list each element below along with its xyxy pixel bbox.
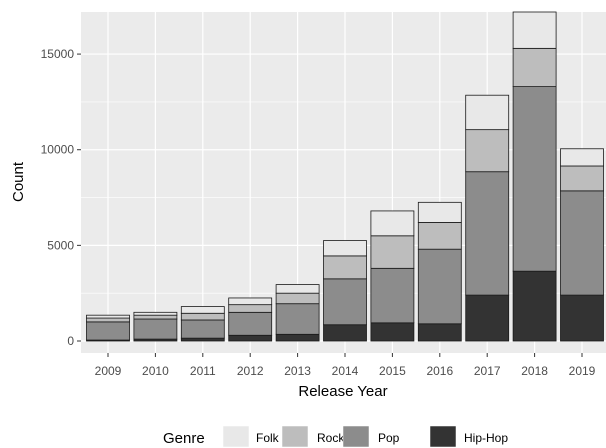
legend-key-folk — [222, 425, 250, 448]
x-tick-label: 2017 — [474, 364, 501, 378]
y-tick-label: 10000 — [41, 143, 75, 157]
bar-segment-pop-2018 — [512, 86, 557, 272]
bar-segment-pop-2013 — [275, 303, 320, 335]
x-tick-label: 2011 — [190, 364, 216, 378]
bar-segment-pop-2015 — [370, 267, 415, 324]
bar-segment-rock-2009 — [86, 317, 130, 323]
y-tick-label: 5000 — [47, 238, 74, 252]
bar-segment-rock-2012 — [228, 304, 273, 313]
bar-segment-folk-2009 — [86, 314, 130, 319]
bar-segment-folk-2014 — [323, 240, 367, 257]
bar-segment-rock-2011 — [180, 312, 225, 321]
bar-segment-pop-2009 — [86, 321, 130, 341]
y-tick-label: 15000 — [41, 47, 75, 61]
bar-segment-pop-2011 — [180, 319, 225, 339]
y-axis-title: Count — [10, 161, 27, 202]
legend-key-rock — [281, 425, 309, 448]
x-tick-label: 2009 — [95, 364, 122, 378]
x-axis-ticks: 2009 2010 2011 2012 2013 2014 2015 2016 2017 2018… — [95, 353, 596, 378]
y-axis-ticks: 0 5000 10000 15000 — [41, 47, 81, 348]
bar-segment-rock-2010 — [133, 314, 178, 320]
bar-segment-rock-2014 — [323, 255, 367, 280]
bar-segment-rock-2017 — [465, 129, 510, 173]
x-tick-label: 2018 — [521, 364, 548, 378]
x-tick-label: 2010 — [142, 364, 169, 378]
legend-key-hip-hop — [429, 425, 457, 448]
x-tick-label: 2016 — [426, 364, 453, 378]
legend-title: Genre — [163, 430, 205, 447]
x-tick-label: 2012 — [237, 364, 264, 378]
x-tick-label: 2014 — [332, 364, 359, 378]
bar-segment-hip-hop-2013 — [275, 333, 320, 342]
bar-segment-hip-hop-2016 — [417, 323, 462, 342]
bar-segment-hip-hop-2018 — [512, 270, 557, 342]
bar-segment-rock-2015 — [370, 235, 415, 269]
x-tick-label: 2019 — [569, 364, 596, 378]
grid-lines — [81, 12, 606, 353]
legend-label-pop: Pop — [378, 431, 400, 445]
bar-segment-folk-2012 — [228, 297, 273, 306]
bar-segment-folk-2016 — [417, 201, 462, 223]
x-tick-label: 2015 — [379, 364, 406, 378]
bar-segment-hip-hop-2017 — [465, 294, 510, 342]
bar-segment-folk-2011 — [180, 306, 225, 314]
legend-label-hip-hop: Hip-Hop — [464, 431, 508, 445]
bar-segment-folk-2018 — [512, 11, 557, 49]
bar-segment-rock-2013 — [275, 292, 320, 305]
bar-segment-pop-2017 — [465, 171, 510, 296]
bar-segment-rock-2019 — [560, 165, 604, 192]
bar-segment-pop-2019 — [560, 190, 604, 296]
bar-segment-hip-hop-2015 — [370, 322, 415, 342]
bar-segment-hip-hop-2019 — [560, 294, 604, 342]
bar-segment-rock-2018 — [512, 47, 557, 87]
bar-segment-rock-2016 — [417, 222, 462, 250]
bar-segment-pop-2014 — [323, 278, 367, 326]
legend-label-folk: Folk — [256, 431, 280, 445]
legend-label-rock: Rock — [317, 431, 345, 445]
bar-segment-folk-2019 — [560, 148, 604, 167]
legend: Genre Folk Rock Pop Hip-Hop — [163, 425, 508, 448]
bar-segment-pop-2012 — [228, 311, 273, 336]
bar-segment-folk-2013 — [275, 284, 320, 294]
y-tick-label: 0 — [67, 334, 74, 348]
bar-segment-folk-2017 — [465, 94, 510, 131]
bar-segment-pop-2010 — [133, 318, 178, 340]
bar-segment-hip-hop-2014 — [323, 324, 367, 342]
x-tick-label: 2013 — [284, 364, 311, 378]
bar-segment-folk-2015 — [370, 210, 415, 237]
x-axis-title: Release Year — [298, 383, 387, 400]
bar-segment-folk-2010 — [133, 311, 178, 316]
bars — [86, 11, 604, 342]
bar-segment-hip-hop-2012 — [228, 334, 273, 342]
bar-segment-hip-hop-2011 — [180, 337, 225, 342]
bar-segment-pop-2016 — [417, 248, 462, 325]
legend-key-pop — [342, 425, 370, 448]
